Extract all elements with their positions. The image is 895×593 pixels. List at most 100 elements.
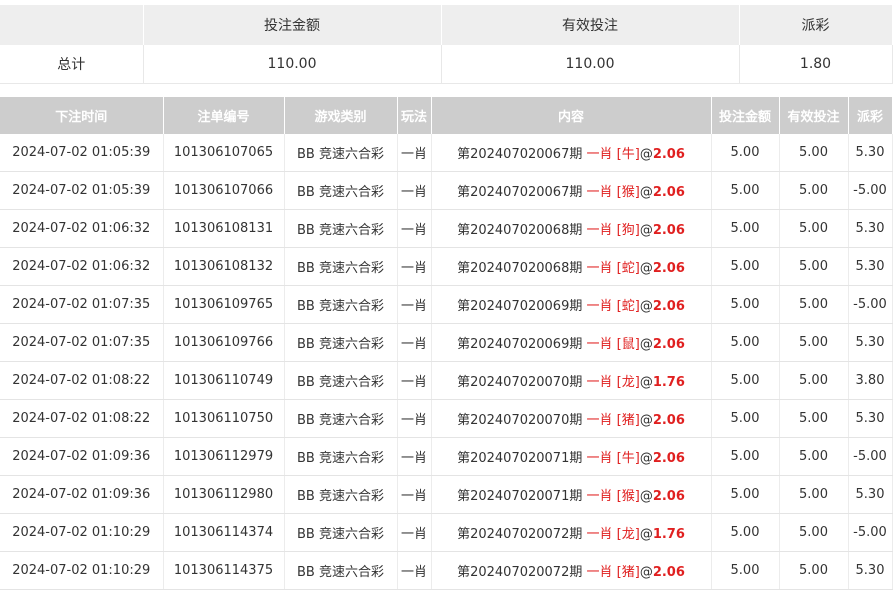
bet-name: 一肖 bbox=[586, 337, 613, 352]
summary-header: 投注金额 有效投注 派彩 bbox=[0, 5, 893, 45]
game-type: BB 竞速六合彩 bbox=[284, 134, 398, 172]
bet-amount: 5.00 bbox=[711, 134, 780, 172]
bet-name: 一肖 bbox=[586, 299, 613, 314]
game-type: BB 竞速六合彩 bbox=[284, 437, 398, 476]
at-sign: @ bbox=[639, 185, 653, 200]
period: 第202407020067期 bbox=[457, 147, 583, 162]
pick: [蛇] bbox=[616, 261, 640, 276]
bet-amount: 5.00 bbox=[711, 361, 780, 400]
bet-amount: 5.00 bbox=[711, 323, 780, 362]
play-type: 一肖 bbox=[397, 171, 432, 210]
valid-bet: 5.00 bbox=[779, 513, 849, 552]
bet-amount: 5.00 bbox=[711, 399, 780, 438]
table-row: 2024-07-02 01:07:35 101306109766 BB 竞速六合彩一… bbox=[0, 323, 893, 362]
bet-name: 一肖 bbox=[586, 375, 613, 390]
play-type: 一肖 bbox=[397, 399, 432, 438]
summary-table: 投注金额 有效投注 派彩 总计 110.00 110.00 1.80 bbox=[0, 5, 893, 84]
at-sign: @ bbox=[639, 489, 653, 504]
column-header: 投注金额 bbox=[711, 97, 780, 134]
table-row: 2024-07-02 01:09:36 101306112980 BB 竞速六合彩一… bbox=[0, 475, 893, 514]
content: 第202407020068期 一肖 [蛇]@2.06 bbox=[431, 247, 712, 286]
bet-name: 一肖 bbox=[586, 489, 613, 504]
content: 第202407020069期 一肖 [蛇]@2.06 bbox=[431, 285, 712, 324]
game-type: BB 竞速六合彩 bbox=[284, 209, 398, 248]
corner-cell bbox=[0, 5, 144, 45]
summary-row: 总计 110.00 110.00 1.80 bbox=[0, 45, 893, 84]
table-row: 2024-07-02 01:07:35 101306109765 BB 竞速六合彩一… bbox=[0, 285, 893, 324]
period: 第202407020068期 bbox=[457, 223, 583, 238]
pick: [牛] bbox=[616, 147, 640, 162]
odds: 1.76 bbox=[652, 375, 685, 390]
table-body: 2024-07-02 01:05:39 101306107065 BB 竞速六合彩一… bbox=[0, 134, 893, 590]
at-sign: @ bbox=[639, 451, 653, 466]
bet-time: 2024-07-02 01:09:36 bbox=[0, 475, 164, 514]
bet-id: 101306107066 bbox=[163, 171, 285, 210]
valid-bet: 5.00 bbox=[779, 475, 849, 514]
period: 第202407020070期 bbox=[457, 375, 583, 390]
valid-bet: 5.00 bbox=[779, 437, 849, 476]
period: 第202407020068期 bbox=[457, 261, 583, 276]
payout: 5.30 bbox=[848, 399, 893, 438]
valid-bet: 5.00 bbox=[779, 209, 849, 248]
bet-name: 一肖 bbox=[586, 185, 613, 200]
bet-amount: 5.00 bbox=[711, 437, 780, 476]
bet-time: 2024-07-02 01:06:32 bbox=[0, 209, 164, 248]
content: 第202407020070期 一肖 [猪]@2.06 bbox=[431, 399, 712, 438]
bet-amount: 5.00 bbox=[711, 171, 780, 210]
play-type: 一肖 bbox=[397, 285, 432, 324]
payout: 5.30 bbox=[848, 323, 893, 362]
bet-time: 2024-07-02 01:07:35 bbox=[0, 285, 164, 324]
content: 第202407020069期 一肖 [鼠]@2.06 bbox=[431, 323, 712, 362]
pick: [龙] bbox=[616, 375, 640, 390]
odds: 1.76 bbox=[652, 527, 685, 542]
summary-header-cell: 有效投注 bbox=[441, 5, 740, 45]
period: 第202407020067期 bbox=[457, 185, 583, 200]
table-row: 2024-07-02 01:05:39 101306107066 BB 竞速六合彩一… bbox=[0, 171, 893, 210]
column-header: 注单编号 bbox=[163, 97, 285, 134]
bet-amount: 5.00 bbox=[711, 551, 780, 590]
pick: [猴] bbox=[616, 489, 640, 504]
pick: [鼠] bbox=[616, 337, 640, 352]
game-type: BB 竞速六合彩 bbox=[284, 399, 398, 438]
pick: [蛇] bbox=[616, 299, 640, 314]
valid-bet: 5.00 bbox=[779, 285, 849, 324]
period: 第202407020071期 bbox=[457, 451, 583, 466]
bet-time: 2024-07-02 01:10:29 bbox=[0, 513, 164, 552]
bet-time: 2024-07-02 01:06:32 bbox=[0, 247, 164, 286]
period: 第202407020071期 bbox=[457, 489, 583, 504]
game-type: BB 竞速六合彩 bbox=[284, 513, 398, 552]
payout: -5.00 bbox=[848, 285, 893, 324]
table-row: 2024-07-02 01:06:32 101306108131 BB 竞速六合彩一… bbox=[0, 209, 893, 248]
period: 第202407020072期 bbox=[457, 527, 583, 542]
payout: 5.30 bbox=[848, 134, 893, 172]
play-type: 一肖 bbox=[397, 475, 432, 514]
odds: 2.06 bbox=[652, 489, 685, 504]
valid-bet: 5.00 bbox=[779, 134, 849, 172]
game-type: BB 竞速六合彩 bbox=[284, 551, 398, 590]
at-sign: @ bbox=[639, 223, 653, 238]
column-header: 有效投注 bbox=[779, 97, 849, 134]
column-header: 内容 bbox=[431, 97, 712, 134]
bet-amount: 5.00 bbox=[711, 475, 780, 514]
pick: [猪] bbox=[616, 413, 640, 428]
payout: -5.00 bbox=[848, 513, 893, 552]
odds: 2.06 bbox=[652, 261, 685, 276]
payout: 3.80 bbox=[848, 361, 893, 400]
bet-time: 2024-07-02 01:10:29 bbox=[0, 551, 164, 590]
summary-header-cell: 投注金额 bbox=[143, 5, 442, 45]
content: 第202407020072期 一肖 [猪]@2.06 bbox=[431, 551, 712, 590]
bet-id: 101306110750 bbox=[163, 399, 285, 438]
odds: 2.06 bbox=[652, 185, 685, 200]
table-row: 2024-07-02 01:10:29 101306114375 BB 竞速六合彩一… bbox=[0, 551, 893, 590]
content: 第202407020070期 一肖 [龙]@1.76 bbox=[431, 361, 712, 400]
summary-value: 110.00 bbox=[143, 45, 442, 84]
pick: [牛] bbox=[616, 451, 640, 466]
bet-id: 101306114374 bbox=[163, 513, 285, 552]
bet-time: 2024-07-02 01:08:22 bbox=[0, 399, 164, 438]
game-type: BB 竞速六合彩 bbox=[284, 361, 398, 400]
bet-amount: 5.00 bbox=[711, 513, 780, 552]
period: 第202407020069期 bbox=[457, 299, 583, 314]
pick: [龙] bbox=[616, 527, 640, 542]
bet-time: 2024-07-02 01:05:39 bbox=[0, 134, 164, 172]
